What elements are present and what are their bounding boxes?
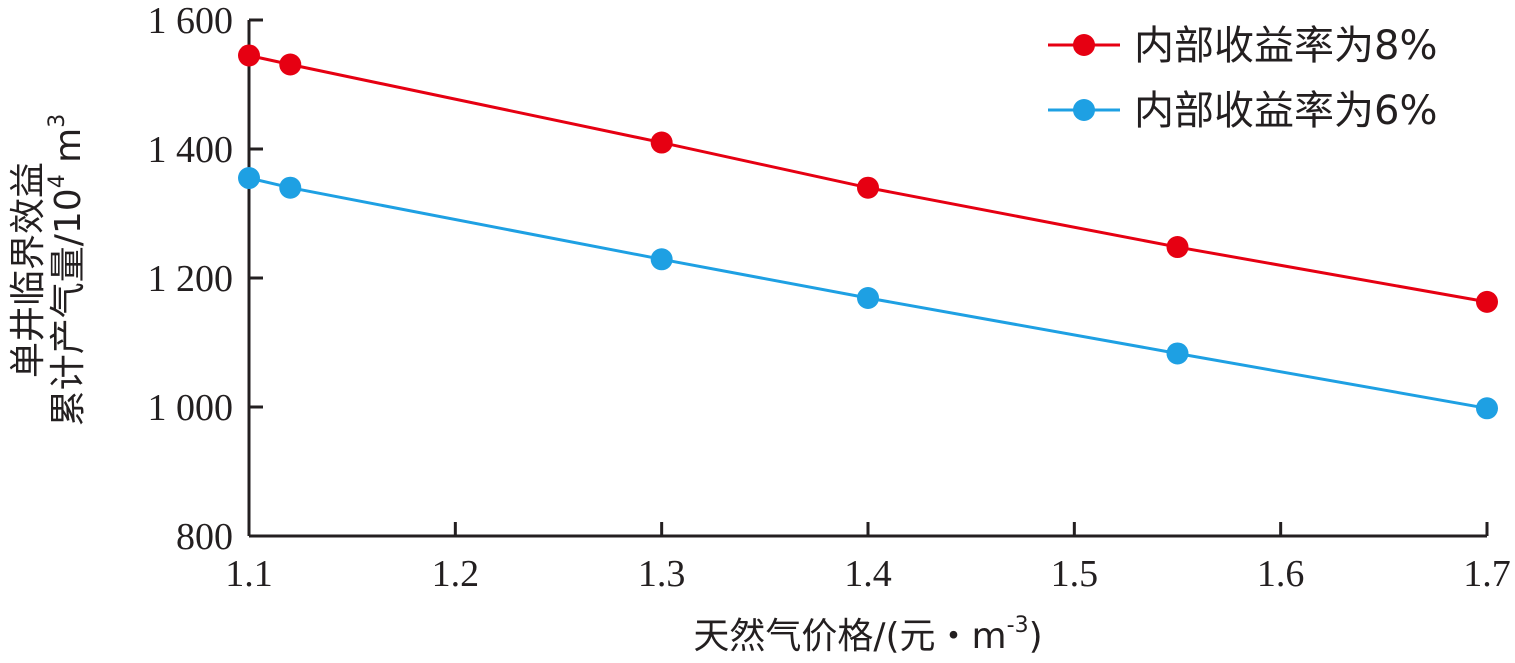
series-1-point (1476, 290, 1498, 313)
series-2-point (1476, 397, 1498, 420)
legend-marker-series-1 (1073, 34, 1095, 56)
series-1-point (238, 44, 260, 67)
legend-marker-series-2 (1073, 99, 1095, 121)
x-tick-label: 1.2 (432, 553, 480, 595)
x-tick-label: 1.1 (225, 553, 273, 595)
x-tick-label: 1.3 (638, 553, 686, 595)
legend-label-series-1: 内部收益率为8% (1134, 23, 1437, 69)
legend-item-series-2: 内部收益率为6% (1048, 88, 1437, 134)
series-1-point (279, 53, 302, 76)
x-tick-label: 1.7 (1463, 553, 1511, 595)
legend-item-series-1: 内部收益率为8% (1048, 23, 1437, 69)
y-axis-title: 单井临界效益 累计产气量/104 m3 (8, 114, 89, 426)
y-axis-title-line2: 累计产气量/104 m3 (45, 114, 89, 426)
ticks: 1.1 1.2 1.3 1.4 1.5 1.6 1.7 800 1 000 1 200 1 400 1… (148, 0, 1511, 595)
x-tick-label: 1.5 (1051, 553, 1099, 595)
y-tick-label: 1 000 (148, 387, 234, 429)
series-1-point (650, 131, 673, 154)
y-tick-label: 800 (176, 516, 233, 558)
x-tick-label: 1.4 (844, 553, 892, 595)
y-axis-title-line1: 单井临界效益 (8, 162, 49, 378)
x-tick-label: 1.6 (1257, 553, 1305, 595)
legend: 内部收益率为8% 内部收益率为6% (1048, 23, 1437, 134)
series-2-point (650, 248, 673, 271)
series-1-point (857, 176, 879, 199)
y-tick-label: 1 600 (148, 0, 234, 42)
series-2-point (857, 286, 879, 309)
series-2-point (1166, 342, 1189, 365)
series-1-point (1166, 236, 1189, 259)
x-axis-title: 天然气价格/(元・m-3) (693, 613, 1042, 657)
series-points (238, 44, 1498, 420)
legend-label-series-2: 内部收益率为6% (1134, 88, 1437, 134)
y-tick-label: 1 400 (148, 129, 234, 171)
y-tick-label: 1 200 (148, 258, 234, 300)
series-2-point (279, 176, 302, 199)
series-2-point (238, 167, 260, 190)
